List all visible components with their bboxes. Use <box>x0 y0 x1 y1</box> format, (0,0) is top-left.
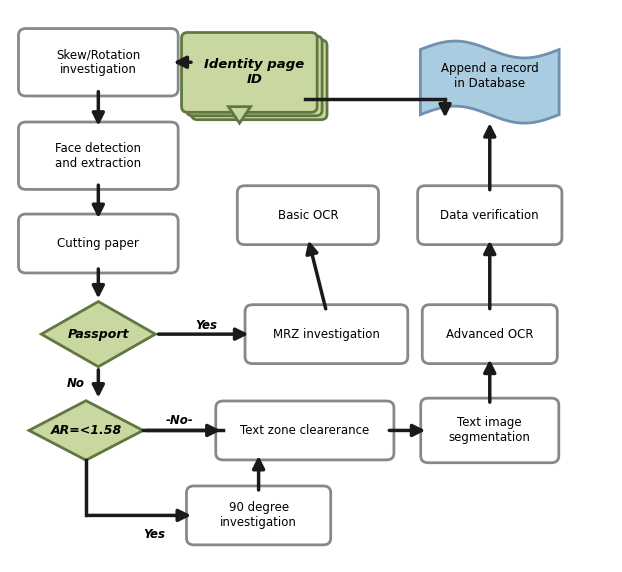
Text: Yes: Yes <box>195 319 217 332</box>
Text: Passport: Passport <box>68 328 129 341</box>
Text: -No-: -No- <box>166 414 193 427</box>
FancyBboxPatch shape <box>238 186 379 245</box>
FancyBboxPatch shape <box>182 33 317 112</box>
FancyBboxPatch shape <box>19 29 178 96</box>
Polygon shape <box>420 41 559 123</box>
Text: 90 degree
investigation: 90 degree investigation <box>220 502 297 530</box>
Polygon shape <box>41 301 156 367</box>
Text: Identity page
ID: Identity page ID <box>204 58 304 86</box>
FancyBboxPatch shape <box>19 122 178 189</box>
Text: Cutting paper: Cutting paper <box>57 237 139 250</box>
Text: Yes: Yes <box>143 527 165 541</box>
Polygon shape <box>228 106 251 123</box>
Text: Basic OCR: Basic OCR <box>277 209 338 222</box>
Text: AR=<1.58: AR=<1.58 <box>50 424 122 437</box>
Text: Text image
segmentation: Text image segmentation <box>449 416 531 444</box>
FancyBboxPatch shape <box>192 40 327 120</box>
Text: Face detection
and extraction: Face detection and extraction <box>55 142 141 170</box>
FancyBboxPatch shape <box>417 186 562 245</box>
FancyBboxPatch shape <box>420 398 559 463</box>
FancyBboxPatch shape <box>422 305 557 364</box>
Text: No: No <box>67 377 85 390</box>
Text: Text zone clearerance: Text zone clearerance <box>240 424 369 437</box>
Text: Append a record
in Database: Append a record in Database <box>441 62 539 90</box>
Text: Skew/Rotation
investigation: Skew/Rotation investigation <box>56 48 141 76</box>
Text: Data verification: Data verification <box>440 209 539 222</box>
Text: MRZ investigation: MRZ investigation <box>273 328 380 341</box>
FancyBboxPatch shape <box>187 486 331 545</box>
FancyBboxPatch shape <box>216 401 394 460</box>
FancyBboxPatch shape <box>19 214 178 273</box>
FancyBboxPatch shape <box>245 305 408 364</box>
Text: Advanced OCR: Advanced OCR <box>446 328 534 341</box>
Polygon shape <box>29 401 143 460</box>
FancyBboxPatch shape <box>187 36 322 116</box>
